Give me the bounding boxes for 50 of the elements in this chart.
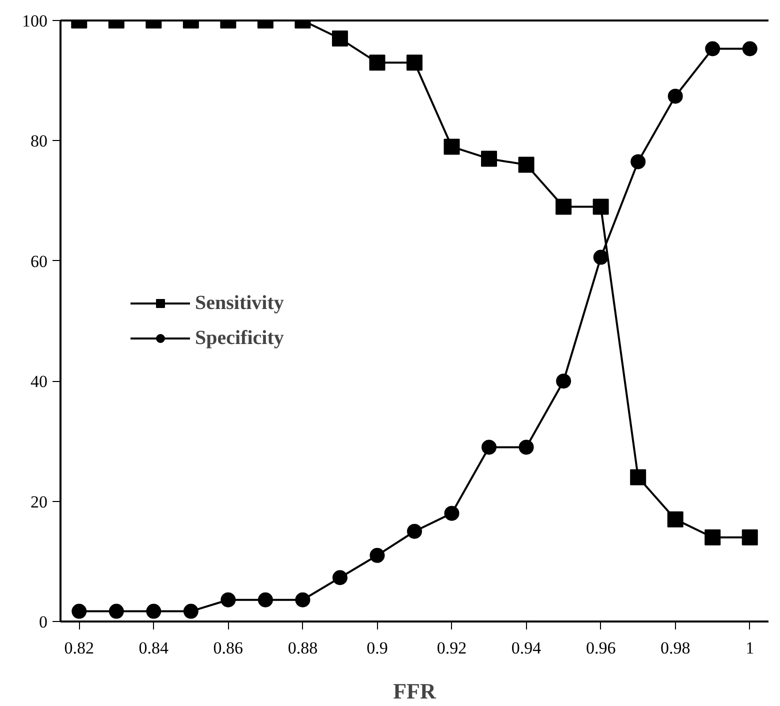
point [369,54,386,71]
point [630,154,646,170]
point [295,592,310,608]
x-tick-label: 0.92 [436,638,467,658]
point [742,41,758,56]
point [183,604,198,619]
point [518,156,534,173]
y-tick-label: 40 [30,372,48,392]
x-tick-label: 0.94 [511,638,542,658]
x-tick-label: 0.88 [288,638,318,658]
point [630,469,646,486]
legend-label: Sensitivity [195,292,284,314]
point [332,570,348,586]
x-tick-label: 0.96 [586,638,616,658]
y-tick-label: 100 [22,12,48,30]
y-tick-label: 20 [30,492,48,512]
point [407,524,422,539]
point [667,511,684,528]
point [72,604,87,619]
point [668,88,683,104]
y-tick-label: 0 [39,612,48,632]
point [481,150,498,167]
x-tick-label: 0.86 [213,638,244,658]
legend-label: Specificity [195,326,284,350]
point [444,138,460,155]
x-axis-title: FFR [393,678,437,704]
point [742,529,758,546]
point [332,30,348,47]
point [146,604,162,619]
y-tick-label: 80 [30,132,48,151]
point [704,529,721,546]
point [482,440,497,455]
x-tick-label: 0.84 [138,638,170,658]
x-tick-label: 1 [746,638,754,658]
point [556,198,572,215]
x-tick-label: 0.9 [366,638,388,658]
point [593,250,608,265]
point [592,198,609,215]
point [108,604,124,619]
x-tick-label: 0.98 [660,638,690,658]
point [705,41,720,56]
x-tick-label: 0.82 [64,638,94,658]
point [518,440,534,455]
point [258,592,273,608]
point [556,374,572,389]
point [444,506,460,521]
point [406,54,422,71]
point [220,592,236,608]
y-tick-label: 60 [30,252,48,271]
point [370,548,385,563]
